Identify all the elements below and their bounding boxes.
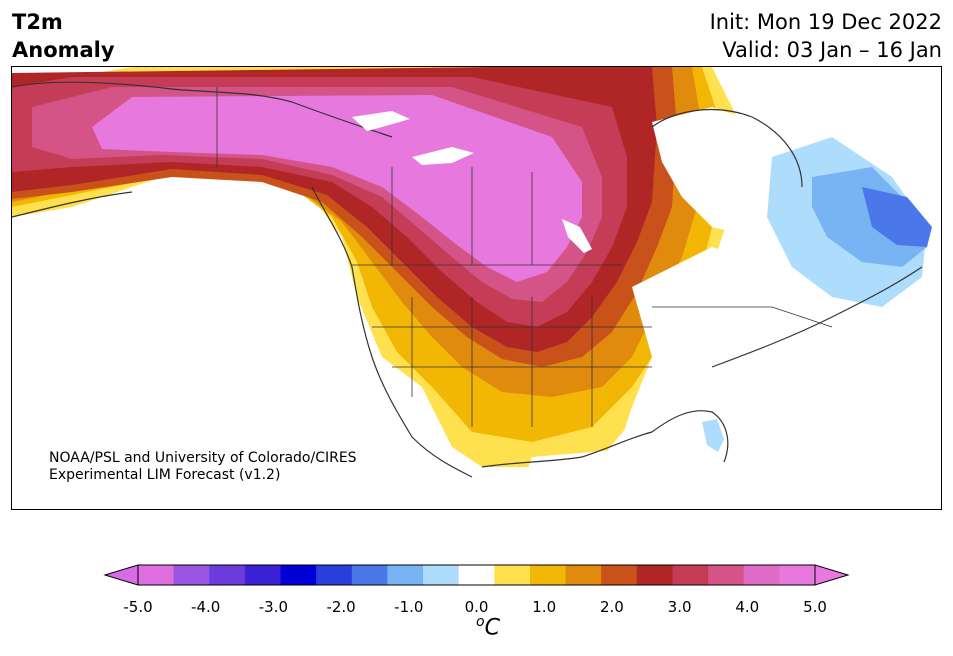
hudson-bay	[652, 107, 802, 237]
colorbar-block	[743, 565, 780, 585]
init-date: Init: Mon 19 Dec 2022	[709, 10, 942, 34]
unit-letter: C	[484, 615, 500, 641]
colorbar-tick-label: -1.0	[394, 598, 424, 616]
valid-range: Valid: 03 Jan – 16 Jan	[722, 38, 942, 62]
colorbar-block	[601, 565, 638, 585]
colorbar-tick-label: 0.0	[464, 598, 489, 616]
eastern-us-neutral	[612, 247, 872, 509]
political-borders	[216, 87, 833, 427]
anomaly-zone-mid-blue	[862, 187, 932, 247]
anomaly-map	[12, 67, 932, 509]
colorbar-block	[708, 565, 745, 585]
great-slave-lake	[352, 111, 410, 131]
colorbar-over-arrow	[814, 564, 850, 586]
colorbar-tick-label: -4.0	[191, 598, 221, 616]
colorbar-block	[672, 565, 709, 585]
anomaly-zone-magenta	[92, 95, 582, 282]
colorbar-block	[138, 565, 175, 585]
colorbar-tick-label: -2.0	[326, 598, 356, 616]
colorbar-unit: oC	[476, 614, 500, 640]
colorbar-block	[244, 565, 282, 585]
gulf-of-mexico	[512, 447, 732, 509]
colorbar-block	[173, 565, 210, 585]
anomaly-label: Anomaly	[12, 38, 115, 62]
map-title: T2m Anomaly	[12, 8, 115, 64]
colorbar-tick-label: 2.0	[599, 598, 624, 616]
coastlines	[12, 81, 923, 478]
colorbar-under-arrow	[103, 564, 139, 586]
variable-label: T2m	[12, 10, 63, 34]
colorbar-block	[458, 565, 495, 585]
colorbar-block	[387, 565, 424, 585]
colorbar-tick-label: 5.0	[803, 598, 827, 616]
credit-line-1: NOAA/PSL and University of Colorado/CIRE…	[49, 450, 357, 466]
colorbar-block	[280, 565, 317, 585]
map-panel	[11, 66, 942, 510]
colorbar-block	[529, 565, 567, 585]
lake-winnipeg	[562, 219, 592, 253]
colorbar-block	[494, 565, 531, 585]
colorbar-block	[316, 565, 353, 585]
colorbar-tick-label: -3.0	[258, 598, 289, 616]
colorbar-block	[423, 565, 460, 585]
florida-pale-blue	[702, 419, 724, 452]
credit-line-2: Experimental LIM Forecast (v1.2)	[49, 467, 281, 483]
colorbar-block	[779, 565, 816, 585]
colorbar-block	[351, 565, 388, 585]
colorbar-block	[565, 565, 602, 585]
colorbar-block	[636, 565, 673, 585]
colorbar-tick-label: 3.0	[667, 598, 692, 616]
colorbar-blocks	[138, 565, 816, 585]
lake-athabasca	[412, 147, 474, 165]
colorbar-block	[209, 565, 246, 585]
colorbar-tick-label: 1.0	[532, 598, 557, 616]
colorbar-outline	[137, 564, 816, 586]
credit-text: NOAA/PSL and University of Colorado/CIRE…	[49, 450, 357, 484]
colorbar	[103, 564, 850, 586]
forecast-dates: Init: Mon 19 Dec 2022 Valid: 03 Jan – 16…	[710, 8, 942, 64]
degree-symbol: o	[476, 614, 485, 630]
colorbar-tick-label: -5.0	[123, 598, 153, 616]
colorbar-tick-label: 4.0	[735, 598, 760, 616]
